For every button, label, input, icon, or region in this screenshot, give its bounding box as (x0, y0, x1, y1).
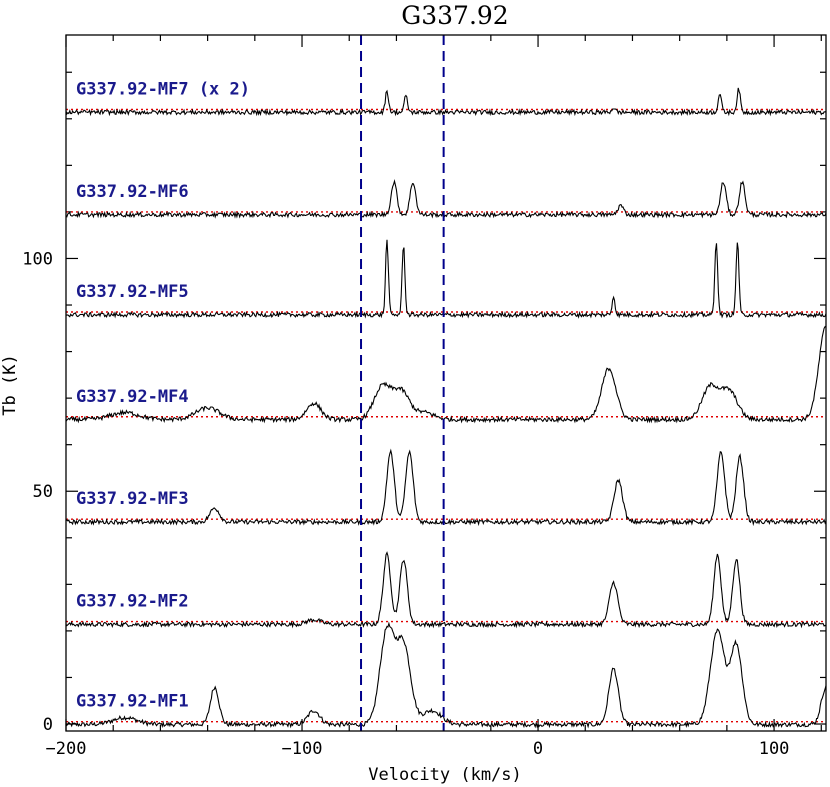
y-tick-label: 0 (43, 715, 53, 735)
spectrum-line (65, 621, 827, 729)
x-tick-label: 100 (759, 739, 790, 759)
y-axis-label: Tb (K) (0, 354, 20, 415)
plot-frame (65, 34, 827, 732)
series-label: G337.92-MF4 (76, 387, 189, 407)
series-label: G337.92-MF6 (76, 182, 189, 202)
series-label: G337.92-MF5 (76, 282, 189, 302)
series-label: G337.92-MF1 (76, 692, 189, 712)
spectrum-line (65, 179, 827, 219)
x-axis-label: Velocity (km/s) (368, 765, 522, 785)
x-tick-label: −200 (46, 739, 87, 759)
series-label: G337.92-MF7 (x 2) (76, 79, 250, 99)
y-tick-label: 50 (33, 482, 53, 502)
spectrum-line (65, 551, 827, 629)
spectrum-line (65, 448, 827, 527)
y-tick-label: 100 (22, 249, 53, 269)
chart-title: G337.92 (401, 1, 508, 30)
series-label: G337.92-MF3 (76, 489, 189, 509)
plot-marks: −200 −100 0 100 0 50 100 G337.92-MF1 G337.92-MF2… (22, 35, 827, 759)
x-tick-label: 0 (533, 739, 543, 759)
spectrum-line (65, 239, 827, 319)
x-tick-label: −100 (282, 739, 323, 759)
spectrum-line (65, 325, 827, 424)
series-label: G337.92-MF2 (76, 592, 189, 612)
spectrum-line (65, 87, 827, 117)
